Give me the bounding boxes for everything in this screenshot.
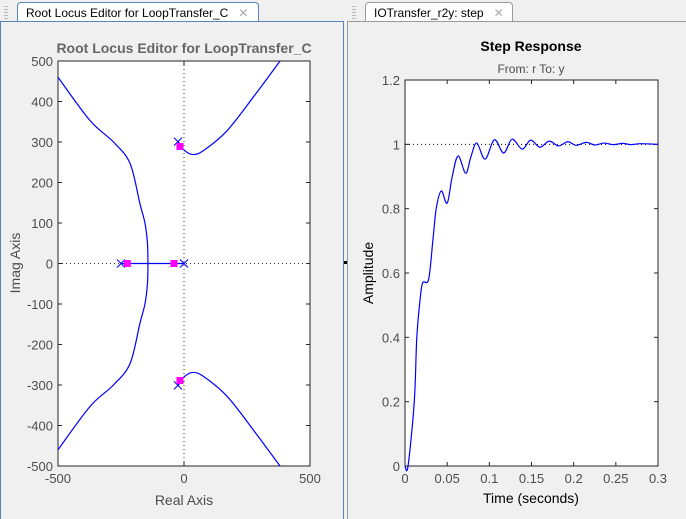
splitter-handle[interactable]: [344, 261, 347, 264]
locus-branch: [58, 76, 149, 264]
plot-title: Step Response: [480, 38, 581, 54]
y-tick-label: 0: [46, 257, 53, 272]
y-tick-label: -200: [27, 338, 53, 353]
closed-loop-pole-marker[interactable]: [176, 377, 184, 385]
plot-title: Root Locus Editor for LoopTransfer_C: [56, 40, 311, 56]
closed-loop-pole-marker[interactable]: [123, 260, 131, 267]
y-tick-label: -300: [27, 378, 53, 393]
step-response-line: [404, 138, 659, 472]
closed-loop-pole-marker[interactable]: [170, 260, 178, 267]
y-tick-label: 500: [31, 54, 53, 69]
tab-grip[interactable]: [352, 6, 356, 22]
y-tick-label: 0: [393, 459, 400, 474]
y-tick-label: 100: [31, 216, 53, 231]
y-axis-label: Imag Axis: [7, 233, 23, 294]
x-tick-label: 0.1: [480, 471, 498, 486]
plot-subtitle: From: r To: y: [497, 62, 564, 76]
y-tick-label: 1.2: [382, 73, 400, 88]
x-tick-label: 0.3: [649, 471, 667, 486]
open-loop-pole-marker: [116, 259, 126, 268]
y-tick-label: -100: [27, 297, 53, 312]
y-tick-label: 0.4: [382, 330, 400, 345]
y-tick-label: 400: [31, 95, 53, 110]
y-tick-label: -400: [27, 419, 53, 434]
x-tick-label: 0.2: [565, 471, 583, 486]
y-tick-label: 0.2: [382, 395, 400, 410]
y-tick-label: 300: [31, 135, 53, 150]
tab-root-locus[interactable]: Root Locus Editor for LoopTransfer_C ✕: [17, 2, 259, 22]
closed-loop-pole-marker[interactable]: [176, 142, 184, 150]
x-tick-label: 0: [180, 471, 187, 486]
tab-step[interactable]: IOTransfer_r2y: step ✕: [365, 2, 513, 22]
y-tick-label: 0.6: [382, 266, 400, 281]
x-tick-label: 0.25: [603, 471, 628, 486]
x-tick-label: 0.05: [435, 471, 460, 486]
tab-label: Root Locus Editor for LoopTransfer_C: [26, 6, 229, 20]
y-tick-label: 1: [393, 137, 400, 152]
x-axis-label: Real Axis: [155, 492, 213, 508]
x-tick-label: 0: [401, 471, 408, 486]
x-tick-label: -500: [45, 471, 71, 486]
open-loop-pole-marker: [179, 259, 189, 268]
close-icon[interactable]: ✕: [493, 6, 504, 20]
axes-box: [404, 79, 659, 467]
x-tick-label: 500: [299, 471, 321, 486]
close-icon[interactable]: ✕: [238, 6, 249, 20]
locus-branch: [58, 263, 149, 451]
y-axis-label: Amplitude: [360, 242, 376, 304]
tab-label: IOTransfer_r2y: step: [374, 6, 484, 20]
y-tick-label: -500: [27, 459, 53, 474]
x-tick-label: 0.15: [519, 471, 544, 486]
y-tick-label: 0.8: [382, 202, 400, 217]
locus-branch: [177, 61, 281, 156]
locus-branch: [177, 371, 281, 466]
x-axis-label: Time (seconds): [483, 490, 579, 506]
y-tick-label: 200: [31, 176, 53, 191]
tab-grip[interactable]: [4, 6, 8, 22]
